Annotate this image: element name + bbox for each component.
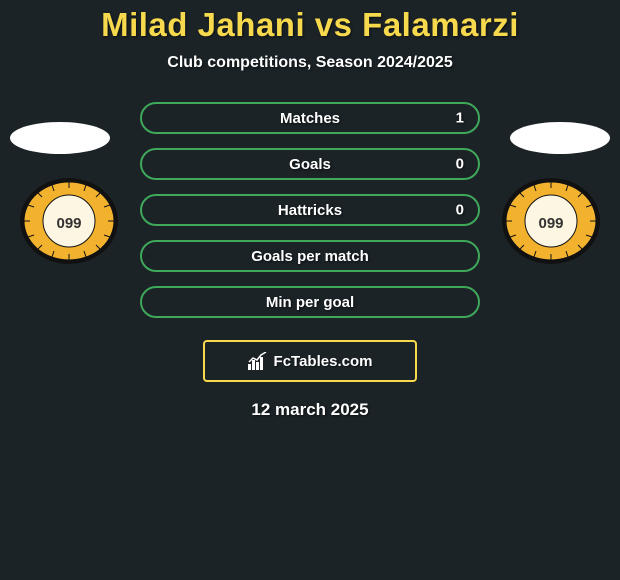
stat-row-hattricks: Hattricks 0 <box>140 194 480 226</box>
stat-value: 0 <box>456 156 464 173</box>
club-logo-icon: 099 <box>502 178 600 264</box>
date-text: 12 march 2025 <box>0 400 620 420</box>
stat-label: Hattricks <box>278 202 342 219</box>
bars-icon <box>248 352 268 370</box>
svg-text:099: 099 <box>538 215 563 232</box>
club-logo-icon: 099 <box>20 178 118 264</box>
stat-value: 1 <box>456 110 464 127</box>
placeholder-oval-left <box>10 122 110 154</box>
stat-row-goals: Goals 0 <box>140 148 480 180</box>
club-badge-left: 099 <box>20 178 118 264</box>
brand-text: FcTables.com <box>274 353 373 370</box>
stat-row-min-per-goal: Min per goal <box>140 286 480 318</box>
club-badge-right: 099 <box>502 178 600 264</box>
stat-label: Matches <box>280 110 340 127</box>
stat-label: Goals <box>289 156 331 173</box>
brand-box: FcTables.com <box>203 340 417 382</box>
stat-row-goals-per-match: Goals per match <box>140 240 480 272</box>
placeholder-oval-right <box>510 122 610 154</box>
stat-value: 0 <box>456 202 464 219</box>
page-title: Milad Jahani vs Falamarzi <box>0 0 620 44</box>
stat-row-matches: Matches 1 <box>140 102 480 134</box>
svg-text:099: 099 <box>56 215 81 232</box>
stat-label: Min per goal <box>266 294 354 311</box>
page-subtitle: Club competitions, Season 2024/2025 <box>0 54 620 72</box>
stat-label: Goals per match <box>251 248 369 265</box>
